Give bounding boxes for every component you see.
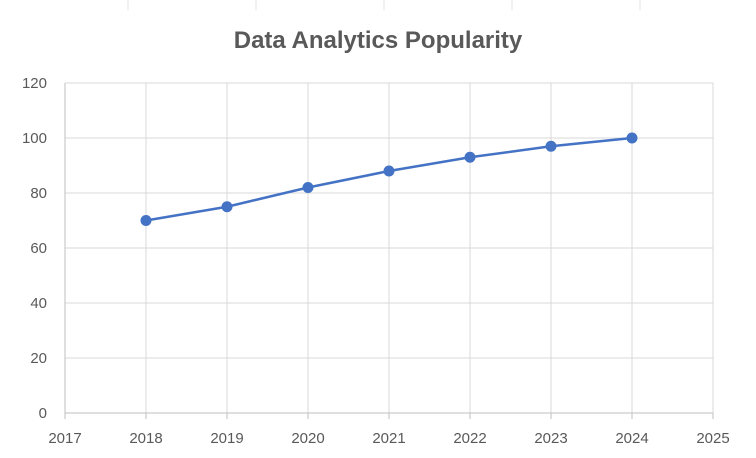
x-tick-label-2020: 2020 (291, 430, 324, 447)
x-tick-label-2019: 2019 (210, 430, 243, 447)
y-tick-label-0: 0 (39, 405, 47, 422)
data-point-2024 (626, 132, 638, 144)
data-point-2022 (464, 151, 476, 163)
chart-series (140, 132, 638, 226)
data-point-2023 (545, 140, 557, 152)
y-tick-label-60: 60 (30, 240, 47, 257)
x-tick-label-2023: 2023 (534, 430, 567, 447)
y-tick-label-20: 20 (30, 350, 47, 367)
data-point-2020 (302, 182, 314, 193)
data-point-2019 (221, 201, 233, 213)
x-tick-label-2022: 2022 (453, 430, 486, 447)
y-tick-label-100: 100 (22, 130, 47, 147)
x-tick-label-2017: 2017 (48, 430, 81, 447)
y-axis-tick-labels: 0 20 40 60 80 100 120 (22, 75, 47, 422)
data-point-2021 (383, 165, 395, 177)
y-tick-label-80: 80 (30, 185, 47, 202)
chart-title: Data Analytics Popularity (234, 27, 523, 54)
x-axis-tick-labels: 2017 2018 2019 2020 2021 2022 2023 2024 2025 (48, 430, 729, 447)
y-tick-label-120: 120 (22, 75, 47, 92)
x-tick-label-2021: 2021 (372, 430, 405, 447)
data-point-2018 (140, 215, 152, 226)
x-tick-label-2018: 2018 (129, 430, 162, 447)
chart-gridlines (65, 82, 714, 413)
chart-axes (64, 83, 714, 419)
x-tick-label-2025: 2025 (696, 430, 729, 447)
y-tick-label-40: 40 (30, 295, 47, 312)
sheet-gridlines (127, 0, 641, 10)
x-tick-label-2024: 2024 (615, 430, 648, 447)
